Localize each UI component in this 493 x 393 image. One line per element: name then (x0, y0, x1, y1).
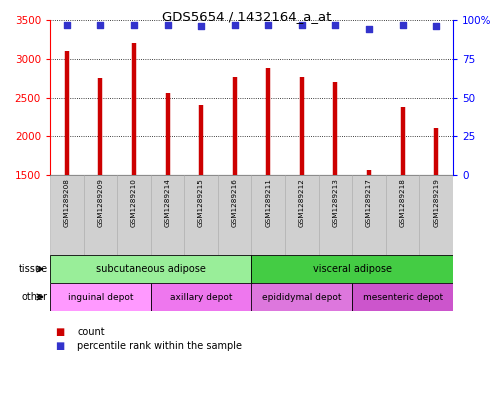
Text: inguinal depot: inguinal depot (68, 292, 133, 301)
Text: subcutaneous adipose: subcutaneous adipose (96, 264, 206, 274)
Text: visceral adipose: visceral adipose (313, 264, 392, 274)
Point (399, 22, 407, 28)
Point (63, 22, 70, 28)
Point (331, 22, 339, 28)
Bar (251, 175, 285, 255)
Text: GSM1289213: GSM1289213 (332, 178, 339, 227)
Text: GSM1289211: GSM1289211 (265, 178, 271, 227)
Text: GSM1289214: GSM1289214 (165, 178, 171, 227)
Text: GDS5654 / 1432164_a_at: GDS5654 / 1432164_a_at (162, 10, 331, 23)
Bar (318, 175, 352, 255)
Bar (352, 175, 386, 255)
Text: tissue: tissue (18, 264, 47, 274)
Point (97, 22, 105, 28)
Text: mesenteric depot: mesenteric depot (362, 292, 443, 301)
Bar (84, 175, 117, 255)
Bar (117, 175, 151, 255)
Text: count: count (77, 327, 105, 337)
Point (197, 23, 205, 29)
Bar (151, 175, 184, 255)
Text: GSM1289217: GSM1289217 (366, 178, 372, 227)
Bar (352, 283, 453, 311)
Bar (251, 255, 453, 283)
Bar (420, 175, 453, 255)
Text: GSM1289216: GSM1289216 (232, 178, 238, 227)
Text: GSM1289208: GSM1289208 (64, 178, 70, 227)
Text: ■: ■ (55, 327, 64, 337)
Point (231, 22, 239, 28)
Bar (50, 283, 151, 311)
Text: percentile rank within the sample: percentile rank within the sample (77, 341, 242, 351)
Bar (386, 175, 420, 255)
Bar (50, 255, 251, 283)
Text: GSM1289215: GSM1289215 (198, 178, 204, 227)
Text: GSM1289219: GSM1289219 (433, 178, 439, 227)
Point (264, 22, 272, 28)
Bar (251, 283, 352, 311)
Point (164, 22, 172, 28)
Text: GSM1289209: GSM1289209 (98, 178, 104, 227)
Bar (218, 175, 251, 255)
Bar (151, 283, 251, 311)
Text: GSM1289210: GSM1289210 (131, 178, 137, 227)
Point (432, 23, 440, 29)
Point (365, 26, 373, 33)
Bar (184, 175, 218, 255)
Text: epididymal depot: epididymal depot (262, 292, 342, 301)
Text: other: other (22, 292, 47, 302)
Point (130, 22, 138, 28)
Text: GSM1289218: GSM1289218 (400, 178, 406, 227)
Text: axillary depot: axillary depot (170, 292, 232, 301)
Point (298, 22, 306, 28)
Bar (285, 175, 318, 255)
Bar (50, 175, 84, 255)
Text: GSM1289212: GSM1289212 (299, 178, 305, 227)
Text: ■: ■ (55, 341, 64, 351)
